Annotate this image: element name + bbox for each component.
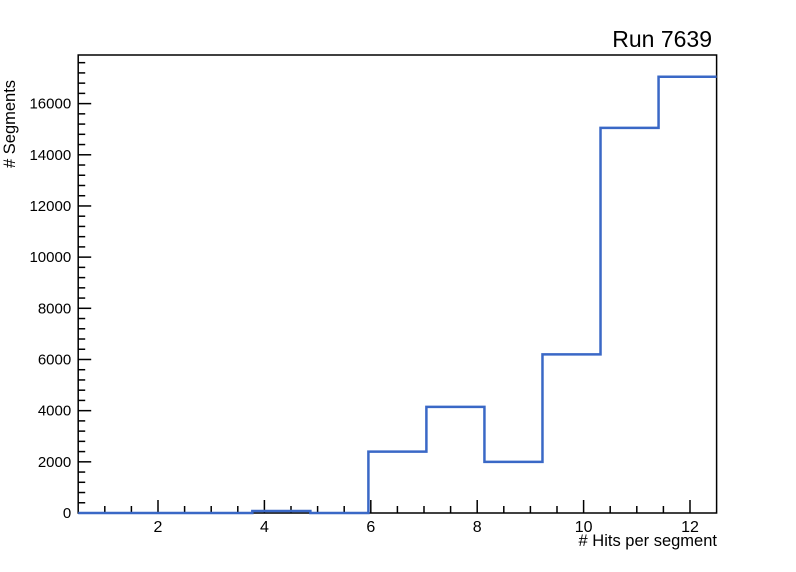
y-tick-label: 12000 — [29, 198, 71, 215]
x-tick-label: 2 — [154, 519, 163, 536]
plot-frame — [77, 54, 718, 514]
plot-title: Run 7639 — [612, 26, 712, 52]
y-axis-title: # Segments — [1, 79, 19, 168]
x-tick-label: 12 — [681, 519, 699, 536]
x-axis-title: # Hits per segment — [578, 532, 717, 550]
y-tick-label: 16000 — [29, 96, 71, 113]
y-tick-label: 6000 — [38, 351, 71, 368]
y-tick-label: 14000 — [29, 147, 71, 164]
y-tick-label: 8000 — [38, 300, 71, 317]
histogram-line — [78, 75, 717, 515]
x-tick-label: 8 — [473, 519, 482, 536]
x-tick-label: 10 — [575, 519, 593, 536]
y-tick-label: 2000 — [38, 454, 71, 471]
x-tick-label: 6 — [366, 519, 375, 536]
x-tick-label: 4 — [260, 519, 269, 536]
y-tick-label: 4000 — [38, 403, 71, 420]
y-tick-label: 0 — [63, 505, 71, 522]
y-tick-label: 10000 — [29, 249, 71, 266]
